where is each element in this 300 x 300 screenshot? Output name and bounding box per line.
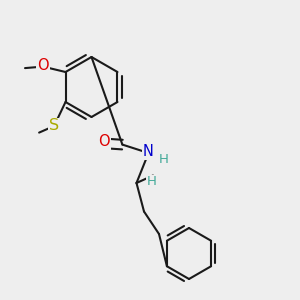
Text: O: O xyxy=(37,58,49,73)
Text: N: N xyxy=(143,144,154,159)
Text: H: H xyxy=(159,153,169,166)
Text: O: O xyxy=(99,134,110,149)
Text: S: S xyxy=(49,118,59,134)
Text: H: H xyxy=(147,175,156,188)
